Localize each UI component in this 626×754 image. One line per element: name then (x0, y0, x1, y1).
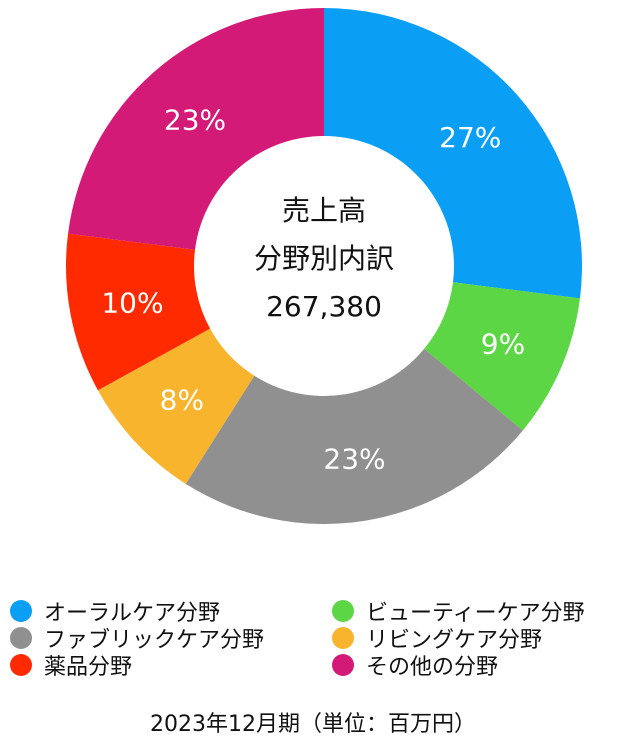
legend-item-pharma: 薬品分野 (10, 651, 133, 680)
legend-label: その他の分野 (366, 655, 499, 680)
legend-label: ファブリックケア分野 (44, 628, 265, 653)
legend-label: オーラルケア分野 (44, 601, 221, 626)
donut-chart: 27% 9% 23% 8% 10% 23% 売上高 分野別内訳 267,380 (65, 8, 582, 524)
slice-labels: 27% 9% 23% 8% 10% 23% (101, 104, 525, 476)
slice-label-5: 23% (164, 104, 226, 137)
legend-label: リビングケア分野 (366, 628, 543, 653)
slice-label-3: 8% (160, 383, 204, 416)
slice-label-0: 27% (439, 121, 501, 154)
legend-label: ビューティーケア分野 (366, 601, 585, 626)
donut-slice-5 (68, 8, 324, 250)
donut-slice-2 (185, 348, 523, 524)
center-line-3: 267,380 (266, 290, 382, 323)
legend-item-living-care: リビングケア分野 (332, 624, 543, 653)
slice-label-2: 23% (323, 443, 385, 476)
center-line-2: 分野別内訳 (254, 242, 394, 275)
legend-item-other: その他の分野 (332, 651, 499, 680)
legend-item-beauty-care: ビューティーケア分野 (332, 597, 585, 626)
donut-slices (65, 8, 582, 524)
donut-slice-3 (97, 328, 255, 484)
legend-swatch (10, 600, 32, 622)
center-line-1: 売上高 (282, 194, 366, 227)
legend-swatch (332, 654, 354, 676)
legend-swatch (10, 654, 32, 676)
legend-swatch (332, 627, 354, 649)
donut-slice-4 (65, 233, 211, 391)
slice-label-4: 10% (101, 287, 163, 320)
legend-item-oral-care: オーラルケア分野 (10, 597, 221, 626)
slice-label-1: 9% (481, 327, 525, 360)
legend-swatch (332, 600, 354, 622)
footer-note: 2023年12月期（単位：百万円） (150, 712, 476, 737)
legend-swatch (10, 627, 32, 649)
donut-slice-1 (424, 282, 580, 431)
legend-item-fabric-care: ファブリックケア分野 (10, 624, 265, 653)
donut-slice-0 (324, 8, 582, 299)
legend-label: 薬品分野 (44, 655, 133, 680)
